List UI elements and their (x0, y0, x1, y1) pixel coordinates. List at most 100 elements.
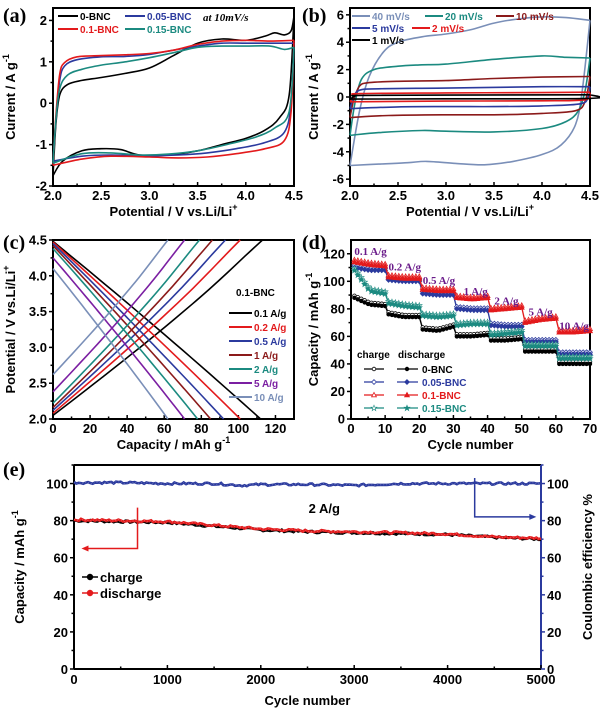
discharge-curve (52, 245, 212, 420)
y-tick-label: 3.5 (29, 304, 47, 319)
y-tick-label: 0 (338, 412, 345, 427)
cv-curve-lower (52, 47, 295, 164)
discharge-curve (52, 241, 241, 420)
discharge-curve (52, 240, 262, 420)
cv-curve-lower (52, 43, 295, 162)
x-tick-label: 4.5 (581, 188, 599, 203)
triangle-marker (518, 304, 525, 310)
rate-label: 0.1 A/g (354, 246, 387, 258)
triangle-marker (552, 315, 559, 321)
y-tick-label: 1 (40, 54, 47, 69)
y-right-tick-label: 40 (547, 588, 561, 603)
star-marker (357, 275, 365, 283)
legend-header-charge: charge (357, 350, 390, 361)
star-marker (361, 280, 369, 288)
y-tick-label: -2 (35, 179, 47, 194)
y-right-tick-label: 60 (547, 551, 561, 566)
star-marker (364, 285, 372, 293)
left-axis-arrow (87, 507, 139, 550)
legend-label: 0.2 A/g (254, 323, 286, 334)
legend-label: 2 A/g (254, 365, 278, 376)
x-tick-label: 10 (378, 421, 392, 436)
y-tick-label: 40 (331, 356, 345, 371)
current-density-annotation: 2 A/g (309, 501, 340, 516)
y-tick-label: 60 (54, 551, 68, 566)
charge-curve (52, 239, 201, 404)
legend-label: 0.05-BNC (147, 12, 191, 23)
y-tick-label: 2.5 (29, 376, 47, 391)
cv-curve-upper (52, 45, 295, 164)
diamond-marker (404, 379, 410, 385)
rate-label: 10 A/g (559, 321, 589, 333)
y-tick-label: 6 (337, 7, 344, 22)
x-tick-label: 4000 (433, 672, 462, 687)
discharge-curve (52, 268, 169, 420)
charge-curve (52, 239, 169, 376)
y-tick-label: 80 (54, 514, 68, 529)
cv-curve-upper (52, 39, 295, 166)
panel-d: 0 10 20 30 40 50 60 70 0 20 40 60 80 100 120 Cycle numb… (302, 232, 597, 452)
x-tick-label: 2.5 (389, 188, 407, 203)
x-axis-label: Cycle number (428, 437, 514, 452)
legend-label: 0.1-BNC (80, 25, 119, 36)
legend-label: charge (100, 570, 143, 585)
x-tick-label: 2.5 (92, 188, 110, 203)
y-tick-label: 2 (40, 13, 47, 28)
left-arrowhead (81, 545, 89, 552)
legend-label: 0.1-BNC (422, 391, 461, 402)
discharge-curve (52, 257, 186, 420)
rate-label: 0.2 A/g (389, 261, 422, 273)
star-marker (381, 290, 389, 298)
y-tick-label: 0 (61, 662, 68, 677)
y-tick-label: 80 (331, 301, 345, 316)
legend-label: 0.05-BNC (422, 378, 466, 389)
charge-curve (52, 239, 214, 409)
circle-marker (451, 324, 456, 329)
triangle-marker (370, 391, 378, 398)
cv-curve-upper (52, 42, 294, 162)
legend-label: discharge (100, 586, 161, 601)
discharge-curve (52, 248, 199, 420)
x-tick-label: 3.0 (437, 188, 455, 203)
x-tick-label: 0 (49, 421, 56, 436)
legend-label: 20 mV/s (445, 12, 483, 23)
charge-curve (52, 239, 186, 393)
y-axis-label: Capacity / mAh g-1 (304, 273, 321, 386)
y-tick-label: 40 (54, 588, 68, 603)
y-tick-label: -6 (332, 172, 344, 187)
y-tick-label: 2 (337, 62, 344, 77)
cv-curve-lower (349, 57, 591, 137)
rate-label: 1 A/g (464, 286, 489, 298)
star-marker (415, 303, 423, 311)
legend-label: 2 mV/s (432, 24, 465, 35)
x-tick-label: 0 (347, 421, 354, 436)
y-tick-label: 120 (323, 246, 345, 261)
circle-marker (417, 314, 422, 320)
circle-marker (587, 361, 593, 367)
diamond-marker (371, 379, 377, 385)
panel-b: 2.0 2.5 3.0 3.5 4.0 4.5 -6 -4 -2 0 2 4 6 Potential / … (302, 5, 600, 219)
y-tick-label: 100 (323, 274, 345, 289)
x-tick-label: 120 (265, 421, 287, 436)
panel-e: 0 1000 2000 3000 4000 50000204060801000204060… (3, 459, 595, 708)
legend-label: 0-BNC (80, 12, 111, 23)
y-tick-label: 2.0 (29, 412, 47, 427)
y-tick-label: -1 (35, 137, 47, 152)
x-tick-label: 0 (70, 672, 77, 687)
rate-label: 2 A/g (494, 296, 519, 308)
x-tick-label: 2.0 (44, 188, 62, 203)
legend-label: 10 A/g (254, 393, 284, 404)
cv-curve-upper (349, 55, 591, 136)
star-marker (483, 320, 492, 328)
x-tick-label: 60 (549, 421, 563, 436)
y-tick-label: 0 (337, 90, 344, 105)
star-marker (350, 266, 359, 274)
panel-label: (b) (302, 5, 326, 27)
x-tick-label: 30 (446, 421, 460, 436)
y-axis-label: Current / A g-1 (304, 54, 321, 140)
legend-label: 40 mV/s (372, 12, 410, 23)
x-tick-label: 3000 (340, 672, 369, 687)
star-marker (449, 312, 458, 320)
x-tick-label: 3.5 (485, 188, 503, 203)
x-tick-label: 5000 (527, 672, 556, 687)
